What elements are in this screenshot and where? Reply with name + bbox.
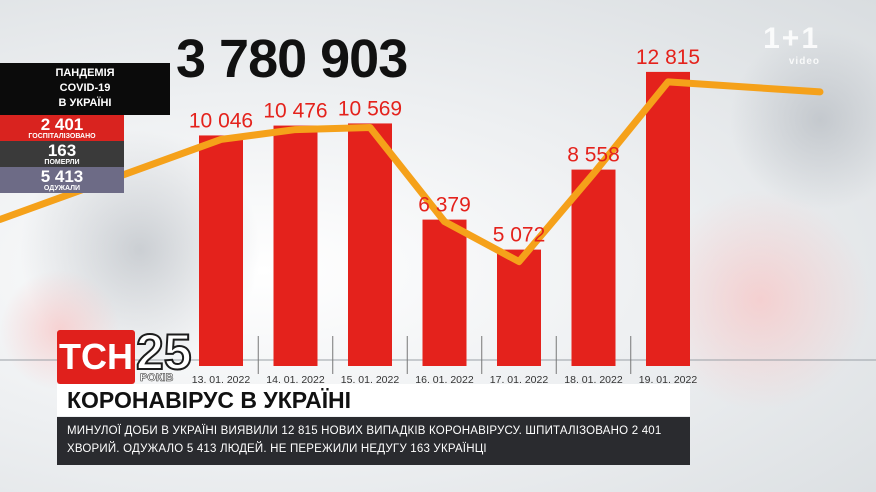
category-label-3: 15. 01. 2022 <box>341 374 400 386</box>
deaths-label: ПОМЕРЛИ <box>44 159 80 166</box>
recovered-label: ОДУЖАЛИ <box>43 185 81 192</box>
category-label-7: 19. 01. 2022 <box>639 374 698 386</box>
pandemic-stats-panel: ПАНДЕМІЯ COVID-19 В УКРАЇНІ 2 401 ГОСПІТ… <box>0 63 170 193</box>
bar-3 <box>348 123 392 366</box>
hospitalized-stat: 2 401 ГОСПІТАЛІЗОВАНО <box>0 115 124 141</box>
value-label-2: 10 476 <box>263 100 327 123</box>
total-cases-counter: 3 780 903 <box>176 29 408 89</box>
stats-title-line1: ПАНДЕМІЯ <box>55 67 115 79</box>
tsn-anniversary-years: РОКІВ <box>140 372 174 385</box>
category-label-6: 18. 01. 2022 <box>564 374 623 386</box>
category-label-1: 13. 01. 2022 <box>192 374 251 386</box>
value-label-4: 6 379 <box>418 194 471 217</box>
value-label-3: 10 569 <box>338 97 402 120</box>
channel-tagline: video <box>788 56 820 67</box>
value-label-7: 12 815 <box>636 46 700 69</box>
value-label-1: 10 046 <box>189 109 253 132</box>
recovered-stat: 5 413 ОДУЖАЛИ <box>0 167 124 193</box>
recovered-value: 5 413 <box>40 167 84 186</box>
deaths-stat: 163 ПОМЕРЛИ <box>0 141 124 167</box>
hospitalized-value: 2 401 <box>40 115 84 134</box>
bar-7 <box>646 71 690 366</box>
value-label-5: 5 072 <box>493 224 546 247</box>
bar-5 <box>497 249 541 366</box>
news-subtitle: МИНУЛОЇ ДОБИ В УКРАЇНІ ВИЯВИЛИ 12 815 НО… <box>57 417 690 465</box>
channel-watermark: 1+1 video <box>763 22 820 67</box>
bar-1 <box>199 135 243 366</box>
stats-title-line2: COVID-19 <box>59 82 111 94</box>
tsn-anniversary-badge: 25 <box>135 323 193 381</box>
news-headline: КОРОНАВІРУС В УКРАЇНІ <box>57 384 690 416</box>
category-label-5: 17. 01. 2022 <box>490 374 549 386</box>
bar-2 <box>273 125 318 366</box>
stats-panel-title: ПАНДЕМІЯ COVID-19 В УКРАЇНІ <box>0 63 170 115</box>
tsn-logo: ТСН <box>57 330 135 384</box>
value-label-6: 8 558 <box>567 144 620 167</box>
channel-logo: 1+1 <box>763 22 820 55</box>
category-label-2: 14. 01. 2022 <box>266 374 325 386</box>
hospitalized-label: ГОСПІТАЛІЗОВАНО <box>28 133 96 140</box>
deaths-value: 163 <box>47 141 77 160</box>
category-label-4: 16. 01. 2022 <box>415 374 474 386</box>
stats-title-line3: В УКРАЇНІ <box>58 97 112 109</box>
bar-6 <box>571 169 616 366</box>
trend-line <box>0 78 824 266</box>
bar-4 <box>422 219 467 366</box>
